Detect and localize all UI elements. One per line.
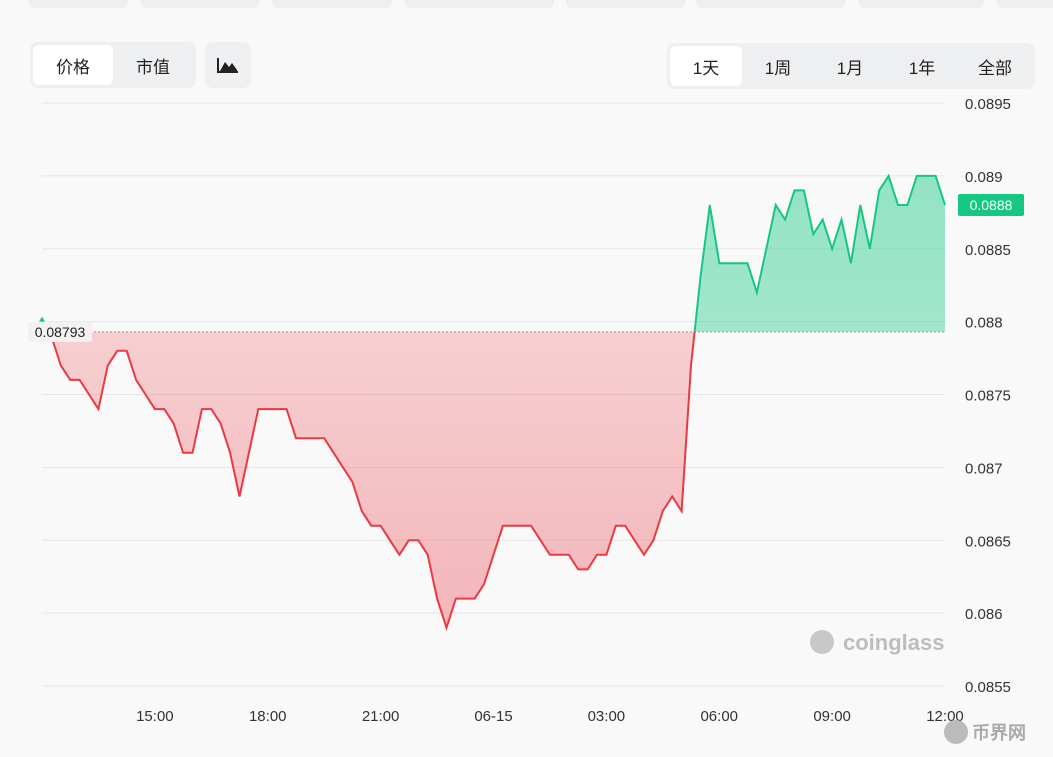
top-button[interactable] — [140, 0, 260, 8]
area-up — [42, 175, 945, 332]
y-tick-label: 0.0865 — [965, 533, 1011, 550]
top-button[interactable] — [696, 0, 846, 8]
top-button[interactable] — [996, 0, 1053, 8]
x-tick-label: 15:00 — [136, 708, 174, 725]
range-button[interactable]: 1年 — [908, 58, 936, 78]
y-tick-label: 0.086 — [965, 606, 1003, 623]
top-button[interactable] — [28, 0, 128, 8]
top-button[interactable] — [566, 0, 686, 8]
baseline-label-box — [28, 321, 92, 342]
tab-group: 价格 市值 — [30, 42, 196, 88]
x-tick-label: 21:00 — [362, 708, 400, 725]
y-tick-label: 0.089 — [965, 169, 1003, 186]
last-price-label: 0.0888 — [970, 197, 1013, 213]
top-button[interactable] — [272, 0, 392, 8]
top-button[interactable] — [858, 0, 984, 8]
y-tick-label: 0.0895 — [965, 96, 1011, 113]
area-icon — [217, 58, 238, 73]
start-marker — [39, 316, 45, 322]
area-down — [42, 331, 945, 628]
x-tick-label: 03:00 — [588, 708, 626, 725]
y-tick-label: 0.088 — [965, 315, 1003, 332]
x-tick-label: 06:00 — [700, 708, 738, 725]
top-button[interactable] — [404, 0, 554, 8]
y-tick-label: 0.0855 — [965, 679, 1011, 696]
watermark-text: coinglass — [843, 630, 944, 655]
y-tick-label: 0.0875 — [965, 388, 1011, 405]
watermark: coinglass — [810, 630, 944, 655]
watermark-logo — [810, 630, 834, 654]
badge: 币界网 — [944, 720, 1026, 744]
range-group: 1天 1周 1月 1年 全部 — [667, 43, 1035, 89]
y-tick-label: 0.087 — [965, 460, 1003, 477]
chart-type-button[interactable] — [205, 42, 251, 88]
tab[interactable]: 价格 — [33, 45, 113, 85]
x-tick-label: 09:00 — [813, 708, 851, 725]
range-button[interactable]: 全部 — [978, 58, 1012, 78]
x-tick-label: 06-15 — [474, 708, 512, 725]
range-button[interactable]: 1天 — [670, 46, 742, 86]
range-button[interactable]: 1周 — [764, 58, 792, 78]
badge-logo — [944, 720, 968, 744]
last-price-box — [958, 194, 1024, 217]
tab[interactable]: 市值 — [136, 57, 170, 77]
baseline-label: 0.08793 — [35, 324, 86, 340]
price-line — [41, 173, 946, 631]
badge-text: 币界网 — [972, 723, 1026, 743]
range-button[interactable]: 1月 — [836, 58, 864, 78]
y-tick-label: 0.0885 — [965, 242, 1011, 259]
x-tick-label: 18:00 — [249, 708, 287, 725]
